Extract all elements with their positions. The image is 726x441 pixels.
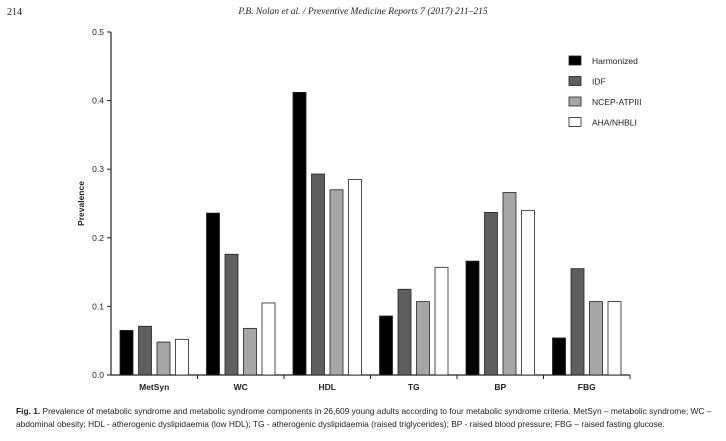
- bar-fbg-idf: [570, 268, 585, 376]
- figure-caption-text: Prevalence of metabolic syndrome and met…: [16, 406, 712, 429]
- y-tick-label: 0.4: [92, 96, 104, 106]
- y-tick-label: 0.0: [92, 370, 104, 380]
- bar-bp-harmonized: [465, 260, 480, 376]
- bar-bp-ncep-atpiii: [502, 192, 517, 376]
- page-number: 214: [7, 7, 22, 18]
- legend-swatch: [568, 76, 582, 86]
- bar-tg-idf: [397, 288, 412, 376]
- bar-hdl-aha-nhbli: [348, 179, 362, 376]
- y-tick-label: 0.5: [92, 27, 104, 37]
- x-tick-label: MetSyn: [139, 382, 169, 392]
- bar-tg-harmonized: [379, 315, 393, 376]
- y-tick-label: 0.2: [92, 233, 104, 243]
- bar-wc-harmonized: [206, 212, 220, 376]
- running-title: P.B. Nolan et al. / Preventive Medicine …: [238, 7, 488, 17]
- legend-swatch: [568, 117, 582, 127]
- bar-tg-ncep-atpiii: [416, 301, 430, 376]
- legend-label: NCEP-ATPIII: [592, 97, 641, 107]
- bar-fbg-harmonized: [552, 337, 566, 376]
- bar-fbg-aha-nhbli: [607, 301, 622, 376]
- y-tick-label: 0.3: [92, 164, 104, 174]
- x-tick-label: BP: [494, 382, 506, 392]
- x-tick-label: WC: [234, 382, 248, 392]
- bar-hdl-idf: [311, 173, 325, 376]
- legend-swatch: [568, 96, 582, 107]
- x-tick-label: FBG: [578, 382, 596, 392]
- bar-metsyn-harmonized: [119, 330, 134, 376]
- bar-wc-ncep-atpiii: [243, 327, 257, 376]
- bar-fbg-ncep-atpiii: [589, 301, 603, 376]
- bar-metsyn-aha-nhbli: [175, 338, 189, 376]
- figure-caption: Fig. 1. Prevalence of metabolic syndrome…: [16, 405, 716, 431]
- legend-label: IDF: [592, 77, 606, 87]
- bar-bp-aha-nhbli: [521, 209, 535, 376]
- bar-metsyn-idf: [138, 325, 152, 376]
- bar-wc-idf: [224, 253, 239, 376]
- y-axis-label: Prevalence: [76, 181, 86, 226]
- x-tick-label: TG: [408, 382, 420, 392]
- bar-tg-aha-nhbli: [434, 266, 449, 376]
- legend-label: Harmonized: [592, 56, 638, 66]
- bar-wc-aha-nhbli: [261, 302, 276, 376]
- figure-caption-label: Fig. 1.: [16, 406, 41, 416]
- bar-metsyn-ncep-atpiii: [156, 341, 171, 376]
- prevalence-bar-chart: 0.0 0.1 0.2 0.3 0.4 0.5 Prevalence MetSyn WC HDL T…: [76, 27, 641, 392]
- legend-swatch: [568, 55, 582, 66]
- y-tick-label: 0.1: [92, 301, 104, 311]
- x-tick-label: HDL: [319, 382, 336, 392]
- bar-hdl-ncep-atpiii: [329, 189, 344, 376]
- bar-bp-idf: [484, 212, 498, 376]
- legend-label: AHA/NHBLI: [592, 118, 637, 128]
- bar-hdl-harmonized: [292, 91, 307, 376]
